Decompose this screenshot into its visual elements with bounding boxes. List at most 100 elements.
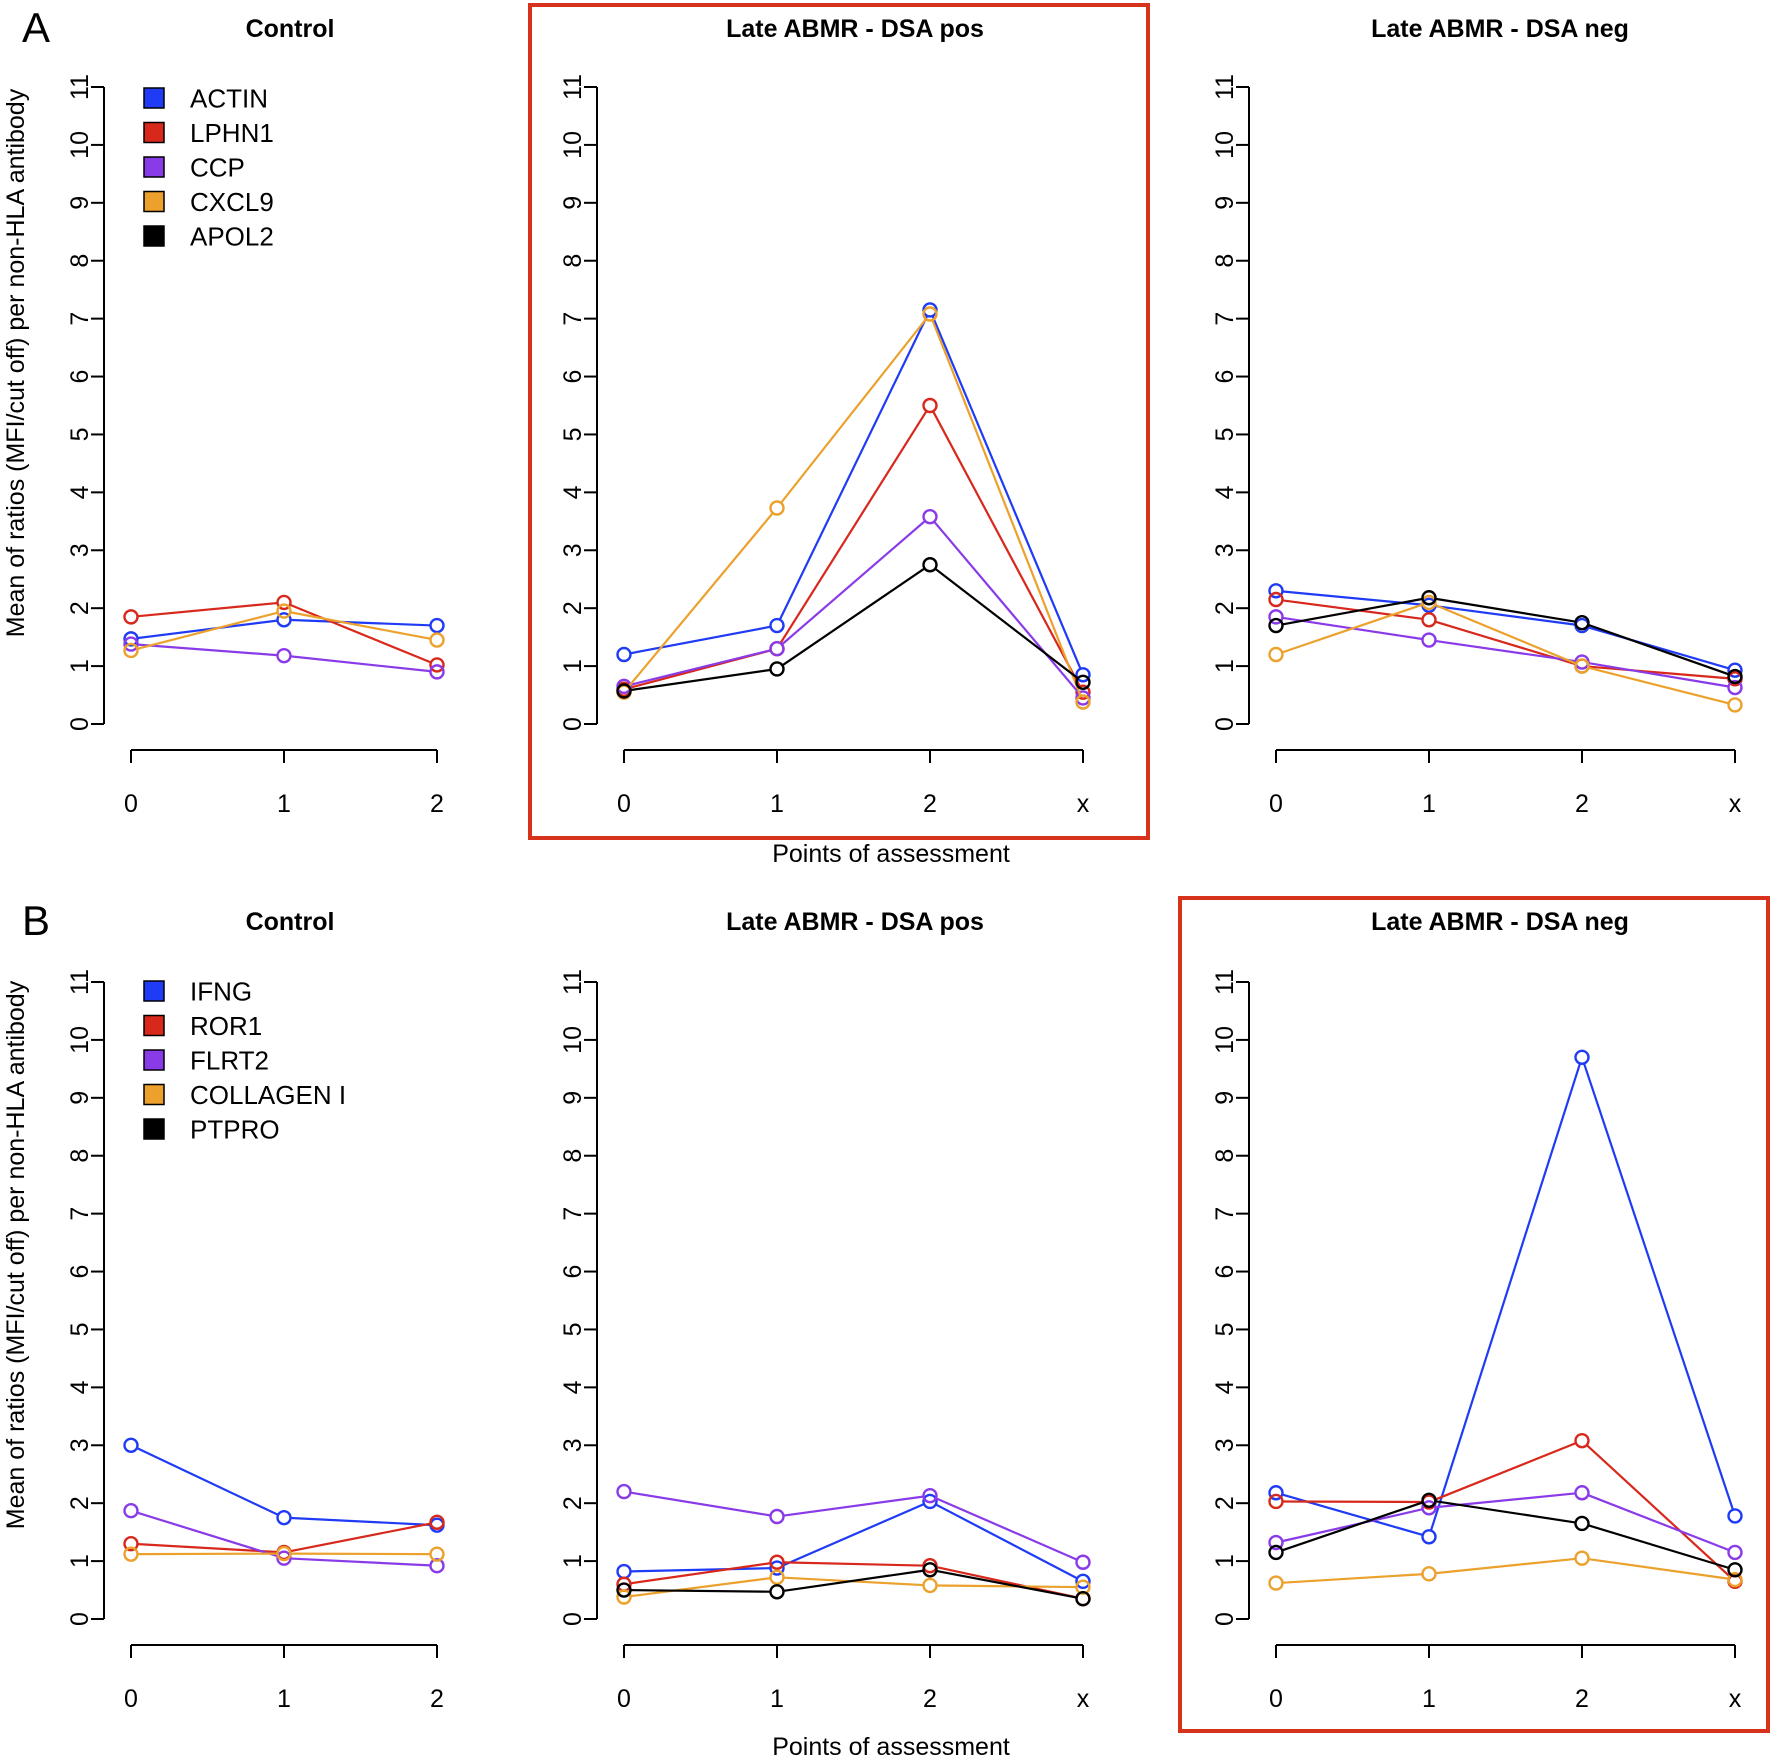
series-line-segment [1435,1557,1576,1575]
legend-swatch [143,1049,165,1071]
y-tick-label: 4 [559,1380,587,1394]
data-point [1075,674,1091,691]
x-tick-label: 1 [1422,790,1436,818]
series-collagen-i [123,1545,445,1562]
panel-title: Late ABMR - DSA pos [726,15,984,43]
x-axis-label-b: Points of assessment [772,1733,1010,1761]
data-point [276,1545,292,1562]
series-line-segment [1435,605,1576,626]
series-line-segment [1588,1494,1729,1551]
data-point [1421,1500,1437,1516]
y-tick-label: 1 [1211,659,1239,673]
series-collagen-i [1268,1550,1743,1591]
y-tick-label: 5 [66,428,94,442]
data-point [1075,1573,1091,1590]
data-point [123,631,139,647]
panel-b-control: Control 0 1 2 3 4 5 6 7 8 9 10 11 0 1 2 [66,908,445,1713]
data-point [429,657,445,673]
data-point [616,683,632,699]
data-point [922,508,938,525]
data-point [769,661,785,677]
data-point [1075,1554,1091,1570]
series-lphn1 [123,594,445,673]
series-line-segment [137,611,278,650]
series-line-segment [1282,1500,1423,1504]
data-point [1727,1544,1743,1561]
highlight-box [528,3,1150,840]
y-axis-label-a: Mean of ratios (MFI/cut off) per non-HLA… [2,88,30,637]
legend-a: ACTIN LPHN1 CCP CXCL9 APOL2 [143,83,274,251]
data-point [123,609,139,625]
panel-b-late-abmr-dsa-pos: Late ABMR - DSA pos 0 1 2 3 4 5 6 7 8 9 10 11 0 1 2 x [559,908,1091,1713]
y-tick-label: 7 [1211,1207,1239,1221]
y-tick-label: 8 [1211,254,1239,268]
data-point [1075,684,1091,700]
series-line-segment [137,601,278,618]
series-cxcl9 [616,306,1091,710]
legend-swatch [143,121,165,144]
data-point [1268,646,1284,663]
data-point [123,1503,139,1519]
panel-title: Late ABMR - DSA neg [1371,908,1629,936]
panel-a-late-abmr-dsa-neg: Late ABMR - DSA neg 0 1 2 3 4 5 6 7 8 9 10 11 0 1 2 x [1211,15,1743,818]
data-point [276,603,292,619]
series-line-segment [1435,1500,1576,1524]
y-tick-label: 1 [559,1554,587,1568]
series-line-segment [1435,639,1576,663]
data-point [429,664,445,680]
y-tick-label: 2 [1211,601,1239,615]
data-point [1421,612,1437,628]
data-point [1421,594,1437,611]
data-point [429,1546,445,1562]
x-tick-label: 2 [1575,1685,1589,1713]
y-tick-label: 11 [559,74,587,100]
y-tick-label: 10 [66,1026,94,1054]
data-point [616,1589,632,1605]
y-tick-label: 9 [559,1091,587,1105]
y-tick-label: 4 [66,485,94,499]
y-tick-label: 0 [1211,1612,1239,1626]
panel-a-late-abmr-dsa-pos: Late ABMR - DSA pos 0 1 2 3 4 5 6 7 8 9 10 11 0 1 2 x [528,3,1150,840]
legend-swatch [143,190,165,213]
y-tick-label: 2 [66,601,94,615]
y-tick-label: 3 [1211,543,1239,557]
series-line-segment [630,1562,771,1585]
y-tick-label: 7 [1211,312,1239,326]
data-point [769,1560,785,1576]
x-axis-label-a: Points of assessment [772,840,1010,868]
series-line-segment [1435,1442,1576,1501]
series-line-segment [1588,1524,1729,1569]
x-tick-label: x [1077,790,1090,818]
data-point [616,1563,632,1580]
data-point [922,1577,938,1594]
series-line-segment [1586,1444,1731,1578]
data-point [1574,1049,1590,1065]
y-tick-label: 5 [66,1323,94,1337]
series-actin [123,612,445,647]
x-tick-label: 0 [617,1685,631,1713]
data-point [1727,1571,1743,1588]
y-tick-label: 0 [559,717,587,731]
data-point [429,1558,445,1574]
data-point [769,1554,785,1570]
series-line-segment [630,668,771,692]
legends: ACTIN LPHN1 CCP CXCL9 APOL2 IFNG ROR1 FLRT2 COLL… [143,83,346,1144]
data-point [769,1569,785,1586]
y-tick-label: 10 [1211,1026,1239,1054]
y-tick-label: 9 [1211,1091,1239,1105]
data-point [1268,591,1284,608]
y-tick-label: 3 [66,543,94,557]
data-point [922,557,938,573]
y-axis-label-b: Mean of ratios (MFI/cut off) per non-HLA… [2,980,30,1529]
series-line-segment [630,1567,771,1573]
data-point [1727,697,1743,713]
series-line-segment [931,315,1082,669]
data-point [769,1508,785,1525]
y-tick-label: 1 [66,659,94,673]
y-tick-label: 7 [66,1207,94,1221]
y-tick-label: 3 [559,1438,587,1452]
y-tick-label: 1 [559,659,587,673]
data-point [1574,1485,1590,1501]
legend-label: APOL2 [190,221,274,251]
series-line-segment [290,611,431,640]
